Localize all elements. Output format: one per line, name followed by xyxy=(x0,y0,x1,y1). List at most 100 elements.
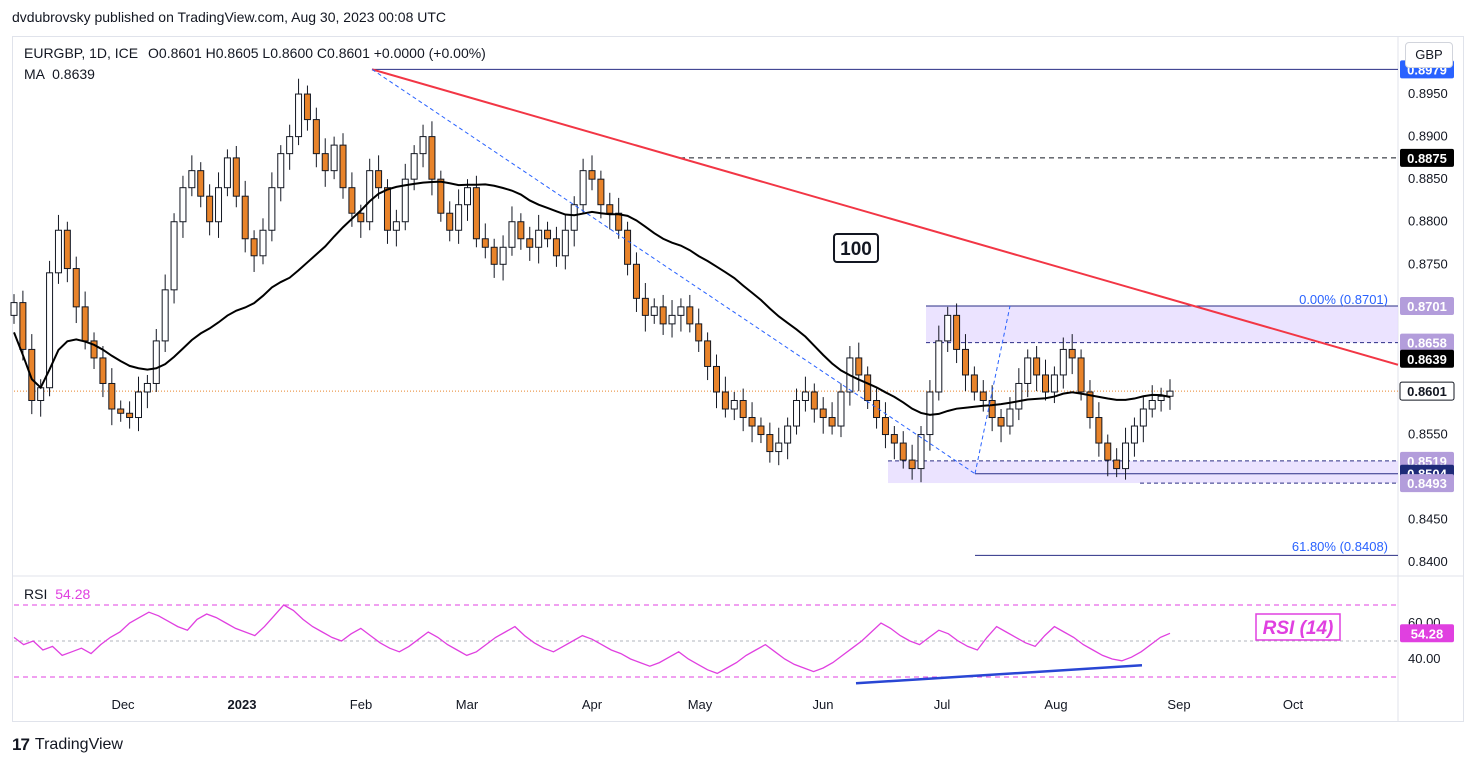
grid xyxy=(12,37,1464,721)
price-label: 0.8875 xyxy=(1400,148,1454,167)
x-tick-label: Jul xyxy=(934,697,951,712)
candle-body xyxy=(917,434,925,470)
support-zone xyxy=(888,460,1398,484)
candle-body xyxy=(46,272,54,389)
candle-body xyxy=(757,425,765,436)
y-tick-label: 0.8750 xyxy=(1408,256,1448,271)
candle-body xyxy=(481,238,489,248)
x-tick-label: Sep xyxy=(1167,697,1190,712)
candle-body xyxy=(117,408,125,414)
horizontal-levels xyxy=(14,68,1398,556)
candle-body xyxy=(650,306,658,316)
y-tick-label: 0.8900 xyxy=(1408,129,1448,144)
zones xyxy=(888,306,1398,484)
candle-body xyxy=(597,178,605,206)
candle-body xyxy=(953,314,961,350)
candle-body xyxy=(108,382,116,410)
candle-body xyxy=(766,434,774,453)
footer-brand[interactable]: 17 TradingView xyxy=(12,735,123,755)
candle-body xyxy=(152,340,160,384)
price-label-bg xyxy=(1399,381,1455,401)
candle-body xyxy=(437,178,445,214)
candle-body xyxy=(748,417,756,427)
currency-button[interactable]: GBP xyxy=(1405,42,1453,68)
tradingview-logo-icon: 17 xyxy=(12,735,30,754)
x-tick-label: Mar xyxy=(456,697,479,712)
candle-body xyxy=(659,306,667,325)
rsi-legend-label: RSI xyxy=(24,586,48,602)
candle-body xyxy=(392,221,400,231)
candle-body xyxy=(721,391,729,410)
fib-bottom-label: 61.80% (0.8408) xyxy=(1292,539,1388,554)
y-tick-label: 0.8800 xyxy=(1408,214,1448,229)
candle-body xyxy=(517,221,525,240)
ma-period-box-text: 100 xyxy=(840,239,872,260)
candle-body xyxy=(303,93,311,121)
candle-body xyxy=(268,187,276,231)
candle-body xyxy=(455,204,463,231)
candle-body xyxy=(1122,442,1130,470)
candle-body xyxy=(704,340,712,367)
candle-body xyxy=(668,314,676,325)
candle-body xyxy=(979,391,987,401)
candle-body xyxy=(926,391,934,436)
price-label-bg xyxy=(1400,148,1454,167)
candle-body xyxy=(179,187,187,223)
candle-body xyxy=(490,246,498,265)
x-tick-label: 2023 xyxy=(228,697,257,712)
candle-body xyxy=(890,434,898,444)
candle-body xyxy=(1130,425,1138,444)
price-label-bg xyxy=(1400,333,1454,352)
ma-period-box: 100 xyxy=(833,233,879,263)
candle-body xyxy=(570,204,578,231)
chart-frame xyxy=(12,36,1464,722)
y-tick-label: 0.8450 xyxy=(1408,512,1448,527)
candle-body xyxy=(588,170,596,180)
rsi-tick-label: 40.00 xyxy=(1408,651,1441,666)
candle-body xyxy=(997,417,1005,427)
candle-body xyxy=(499,246,507,265)
y-tick-label: 0.8850 xyxy=(1408,171,1448,186)
candle-body xyxy=(624,229,632,265)
price-label: 0.8601 xyxy=(1399,381,1455,401)
rsi-value-label: 54.28 xyxy=(1400,624,1454,643)
candle-body xyxy=(677,306,685,316)
fib-swing-1 xyxy=(371,68,976,475)
price-label-bg xyxy=(1400,349,1454,368)
publisher-line: dvdubrovsky published on TradingView.com… xyxy=(12,9,447,25)
candle-body xyxy=(1050,374,1058,393)
candle-body xyxy=(561,229,569,257)
candle-body xyxy=(259,229,267,257)
time-axis: Dec 2023 Feb Mar Apr May Jun Jul Aug Sep Oct xyxy=(111,697,1303,712)
candle-body xyxy=(526,238,534,248)
candle-body xyxy=(970,374,978,393)
candle-body xyxy=(739,399,747,419)
candle-body xyxy=(784,425,792,444)
fib-top-label: 0.00% (0.8701) xyxy=(1299,292,1388,307)
candle-body xyxy=(28,348,36,401)
candle-body xyxy=(419,136,427,155)
candle-body xyxy=(197,170,205,197)
candles xyxy=(10,78,1174,483)
candle-body xyxy=(873,399,881,419)
candle-body xyxy=(126,412,134,419)
moving-average xyxy=(13,180,1171,416)
candle-body xyxy=(686,306,694,325)
x-tick-label: Aug xyxy=(1044,697,1067,712)
y-tick-label: 0.8400 xyxy=(1408,554,1448,569)
candle-body xyxy=(793,399,801,427)
x-tick-label: May xyxy=(688,697,713,712)
candle-body xyxy=(855,357,863,376)
legend-symbol: EURGBP, 1D, ICE xyxy=(24,45,139,61)
candle-body xyxy=(1068,348,1076,359)
candle-body xyxy=(383,187,391,231)
price-label-bg xyxy=(1400,474,1454,493)
price-axis: 0.8950 0.8900 0.8850 0.8800 0.8750 0.8550 0.84… xyxy=(1399,60,1455,569)
ma-period-box-frame xyxy=(833,233,879,263)
legend-ma-line: MA 0.8639 xyxy=(24,66,95,82)
rsi-value-text: 54.28 xyxy=(1411,626,1444,641)
candle-body xyxy=(899,442,907,461)
candle-body xyxy=(1086,391,1094,419)
